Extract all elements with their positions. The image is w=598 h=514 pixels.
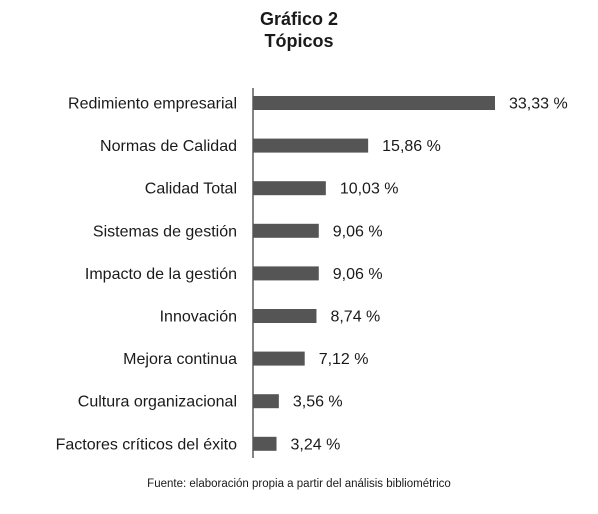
category-label: Cultura organizacional	[78, 394, 237, 411]
bar	[253, 266, 319, 281]
category-label: Innovación	[160, 309, 237, 326]
source-note: Fuente: elaboración propia a partir del …	[147, 478, 451, 490]
category-label: Calidad Total	[145, 181, 237, 198]
data-label: 9,06 %	[333, 266, 383, 283]
category-label: Factores críticos del éxito	[56, 436, 238, 453]
category-label: Impacto de la gestión	[85, 266, 237, 283]
category-label: Normas de Calidad	[100, 138, 237, 155]
data-label: 7,12 %	[319, 351, 369, 368]
bar	[253, 181, 326, 196]
bar	[253, 96, 495, 110]
chart-subtitle: Tópicos	[264, 31, 334, 51]
category-label: Sistemas de gestión	[93, 223, 237, 240]
data-label: 8,74 %	[330, 309, 380, 326]
data-label: 33,33 %	[509, 96, 568, 113]
bar	[253, 223, 319, 238]
chart-title: Gráfico 2	[259, 9, 339, 29]
data-label: 10,03 %	[340, 181, 399, 198]
bar	[253, 309, 317, 323]
data-label: 3,24 %	[291, 436, 341, 453]
bar	[253, 138, 369, 153]
bar	[253, 351, 305, 366]
bar	[253, 436, 277, 451]
category-label: Mejora continua	[123, 351, 237, 368]
bar	[253, 394, 279, 409]
data-label: 15,86 %	[382, 138, 441, 155]
data-label: 9,06 %	[333, 223, 383, 240]
data-label: 3,56 %	[293, 394, 343, 411]
category-label: Redimiento empresarial	[68, 96, 237, 113]
